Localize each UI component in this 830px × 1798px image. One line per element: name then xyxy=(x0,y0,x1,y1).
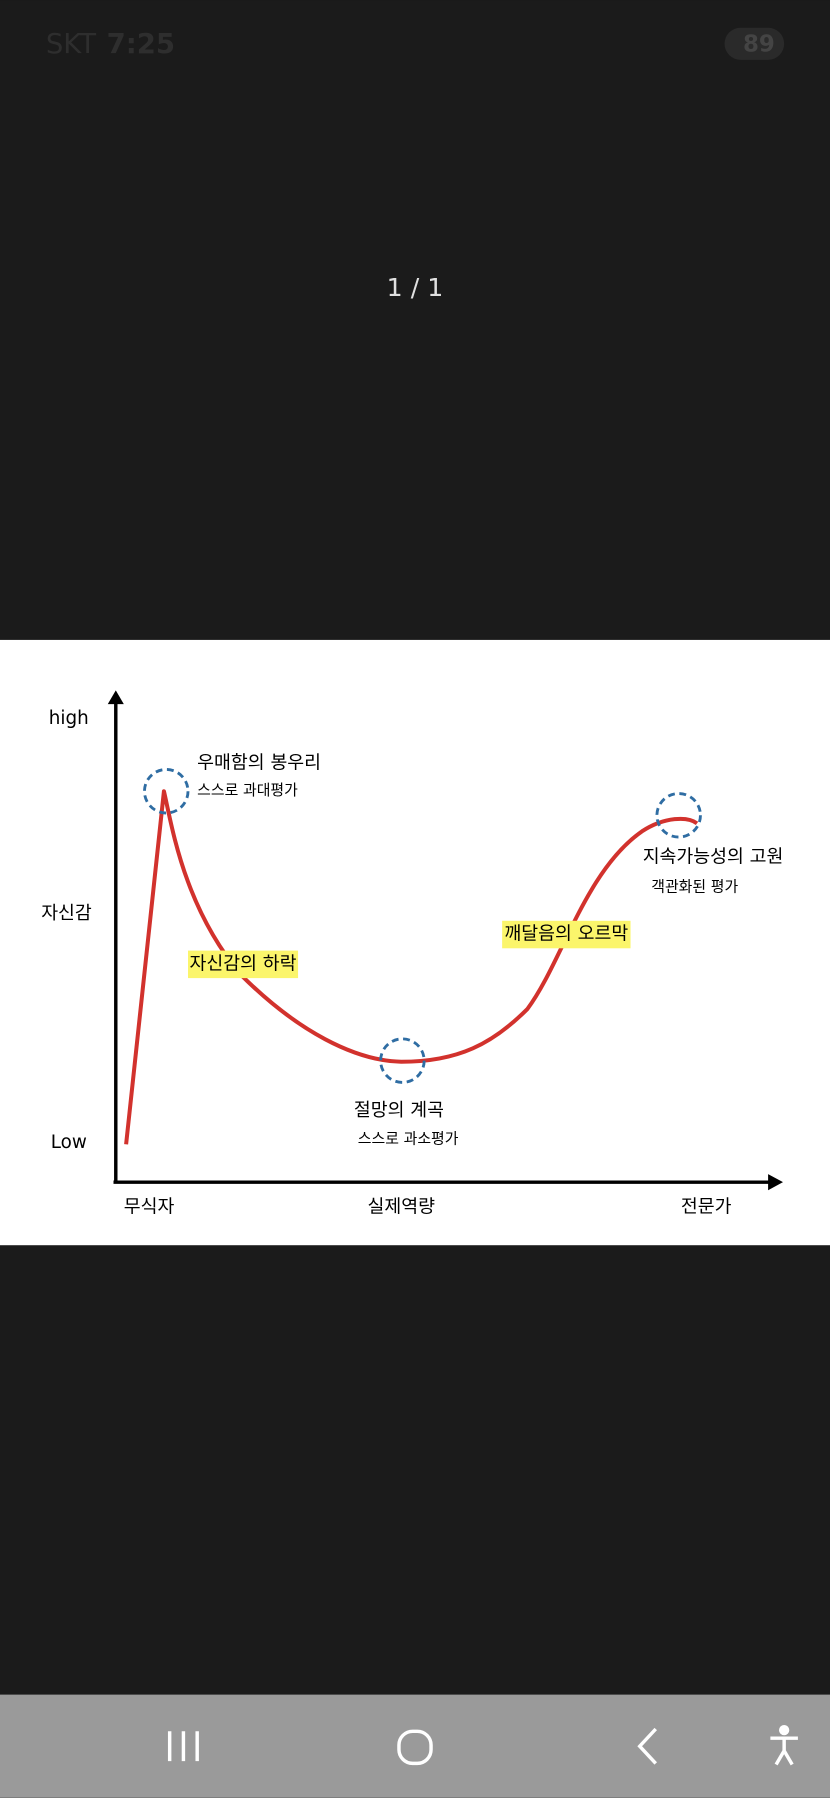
annotation-title: 자신감의 하락 xyxy=(190,953,297,974)
y-arrow xyxy=(107,690,124,705)
page-counter: 1 / 1 xyxy=(387,273,444,302)
marker-circle xyxy=(655,792,702,839)
annotation-subtitle: 객관화된 평가 xyxy=(651,878,738,896)
annotation-title: 지속가능성의 고원 xyxy=(643,847,784,868)
marker-circle xyxy=(379,1037,426,1084)
highlight xyxy=(188,950,299,979)
recent-apps-button[interactable] xyxy=(167,1731,199,1762)
marker-circle xyxy=(143,768,190,815)
y-label: high xyxy=(49,708,89,729)
x-label: 무식자 xyxy=(124,1196,175,1217)
annotation-title: 우매함의 봉우리 xyxy=(197,753,321,774)
nav-bar xyxy=(0,1694,830,1798)
highlight xyxy=(502,920,631,949)
x-label: 전문가 xyxy=(681,1196,732,1217)
x-label: 실제역량 xyxy=(368,1196,436,1217)
annotation-title: 절망의 계곡 xyxy=(354,1100,444,1121)
back-button[interactable] xyxy=(637,1727,658,1765)
clock: 7:25 xyxy=(107,28,175,60)
battery: 89 xyxy=(743,31,775,57)
image[interactable] xyxy=(0,639,830,1246)
home-button[interactable] xyxy=(397,1729,433,1766)
accessibility-button[interactable] xyxy=(770,1724,798,1766)
y-label: Low xyxy=(51,1132,87,1153)
y-label: 자신감 xyxy=(41,903,92,924)
annotation-title: 깨달음의 오르막 xyxy=(504,924,628,945)
carrier: SKT xyxy=(46,28,96,60)
battery-pill xyxy=(724,27,785,60)
annotation-subtitle: 스스로 과소평가 xyxy=(358,1130,459,1148)
diagram: high 자신감 Low 무식자 실제역량 전문가 우매함의 봉우리 스스로 과… xyxy=(41,690,783,1217)
confidence-curve xyxy=(124,789,699,1145)
annotation-subtitle: 스스로 과대평가 xyxy=(197,781,298,799)
x-arrow xyxy=(768,1174,783,1191)
